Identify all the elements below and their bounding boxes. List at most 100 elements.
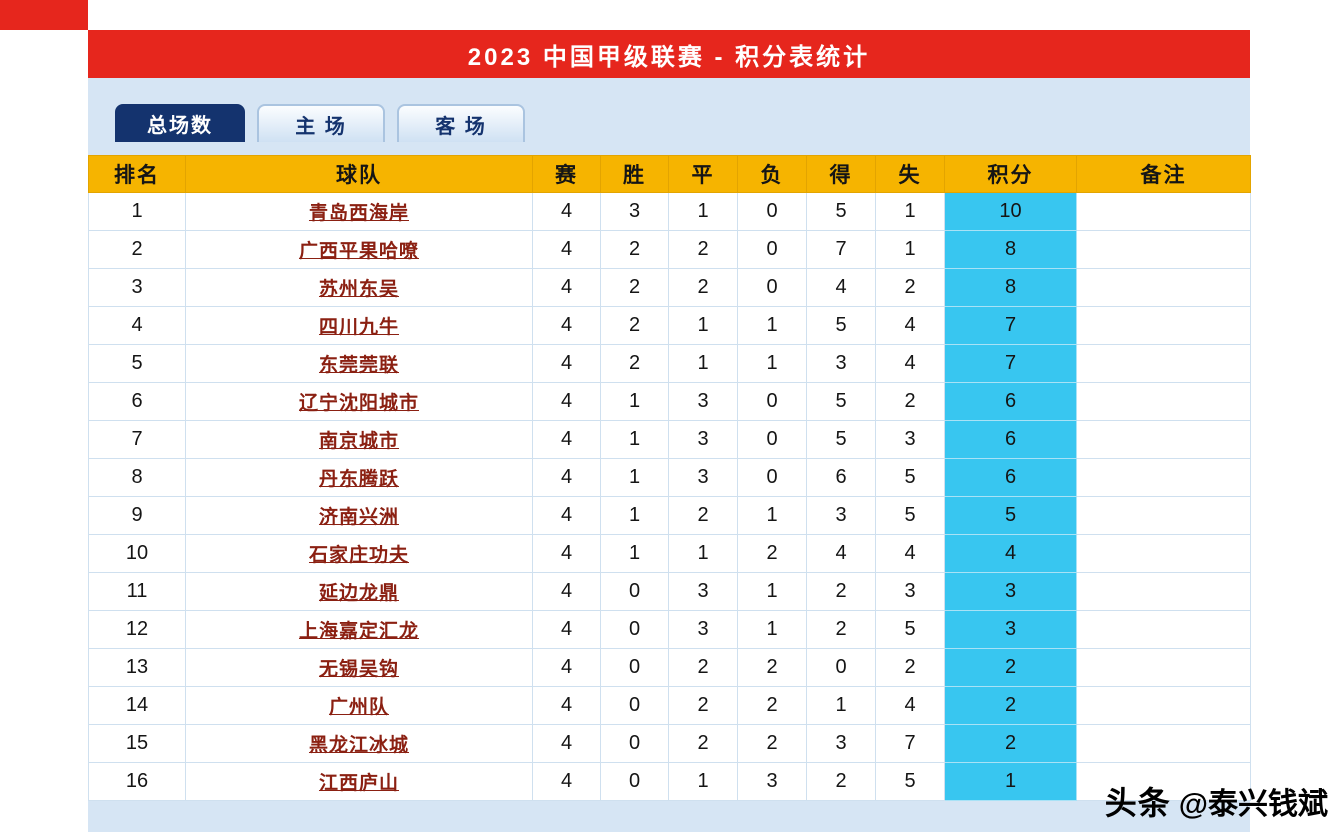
played-cell: 4	[532, 724, 601, 763]
table-row: 3 苏州东吴 4 2 2 0 4 2 8	[88, 268, 1251, 307]
tab-total[interactable]: 总场数	[115, 104, 245, 142]
points-cell: 2	[944, 686, 1077, 725]
team-link[interactable]: 青岛西海岸	[308, 203, 409, 224]
team-link[interactable]: 无锡吴钩	[318, 659, 399, 680]
rank-cell: 14	[88, 686, 186, 725]
team-link[interactable]: 辽宁沈阳城市	[298, 393, 419, 414]
team-link[interactable]: 东莞莞联	[318, 355, 399, 376]
loss-cell: 0	[737, 382, 807, 421]
team-link[interactable]: 上海嘉定汇龙	[298, 621, 419, 642]
win-cell: 0	[600, 724, 669, 763]
played-cell: 4	[532, 230, 601, 269]
draw-cell: 3	[668, 458, 738, 497]
note-cell	[1076, 344, 1251, 383]
table-row: 5 东莞莞联 4 2 1 1 3 4 7	[88, 344, 1251, 383]
note-cell	[1076, 420, 1251, 459]
played-cell: 4	[532, 268, 601, 307]
rank-cell: 13	[88, 648, 186, 687]
gf-cell: 5	[806, 420, 876, 459]
team-link[interactable]: 黑龙江冰城	[308, 735, 409, 756]
rank-cell: 9	[88, 496, 186, 535]
team-link[interactable]: 广州队	[328, 697, 389, 718]
played-cell: 4	[532, 344, 601, 383]
played-cell: 4	[532, 496, 601, 535]
ga-cell: 5	[875, 496, 945, 535]
draw-cell: 2	[668, 648, 738, 687]
win-cell: 0	[600, 762, 669, 801]
ga-cell: 2	[875, 268, 945, 307]
draw-cell: 3	[668, 572, 738, 611]
draw-cell: 2	[668, 496, 738, 535]
draw-cell: 3	[668, 610, 738, 649]
gf-cell: 4	[806, 534, 876, 573]
draw-cell: 1	[668, 192, 738, 231]
gf-cell: 2	[806, 572, 876, 611]
points-cell: 10	[944, 192, 1077, 231]
points-cell: 8	[944, 268, 1077, 307]
loss-cell: 2	[737, 686, 807, 725]
table-row: 6 辽宁沈阳城市 4 1 3 0 5 2 6	[88, 382, 1251, 421]
tab-away[interactable]: 客 场	[397, 104, 525, 142]
win-cell: 2	[600, 268, 669, 307]
win-cell: 1	[600, 382, 669, 421]
draw-cell: 1	[668, 534, 738, 573]
rank-cell: 8	[88, 458, 186, 497]
tab-home[interactable]: 主 场	[257, 104, 385, 142]
played-cell: 4	[532, 458, 601, 497]
team-link[interactable]: 苏州东吴	[318, 279, 399, 300]
note-cell	[1076, 572, 1251, 611]
rank-cell: 2	[88, 230, 186, 269]
rank-cell: 6	[88, 382, 186, 421]
loss-cell: 1	[737, 496, 807, 535]
gf-cell: 1	[806, 686, 876, 725]
win-cell: 0	[600, 648, 669, 687]
points-cell: 2	[944, 648, 1077, 687]
ga-cell: 5	[875, 458, 945, 497]
table-row: 2 广西平果哈嘹 4 2 2 0 7 1 8	[88, 230, 1251, 269]
team-link[interactable]: 延边龙鼎	[318, 583, 399, 604]
team-link[interactable]: 丹东腾跃	[318, 469, 399, 490]
win-cell: 1	[600, 458, 669, 497]
gf-cell: 5	[806, 192, 876, 231]
note-cell	[1076, 268, 1251, 307]
gf-cell: 5	[806, 306, 876, 345]
team-cell: 四川九牛	[185, 306, 533, 345]
team-link[interactable]: 广西平果哈嘹	[298, 241, 419, 262]
table-row: 8 丹东腾跃 4 1 3 0 6 5 6	[88, 458, 1251, 497]
note-cell	[1076, 534, 1251, 573]
gf-cell: 4	[806, 268, 876, 307]
ga-cell: 1	[875, 230, 945, 269]
column-header: 球队	[185, 155, 533, 193]
rank-cell: 10	[88, 534, 186, 573]
column-header: 备注	[1076, 155, 1251, 193]
gf-cell: 7	[806, 230, 876, 269]
win-cell: 1	[600, 496, 669, 535]
team-link[interactable]: 南京城市	[318, 431, 399, 452]
team-cell: 苏州东吴	[185, 268, 533, 307]
team-cell: 江西庐山	[185, 762, 533, 801]
column-header: 积分	[944, 155, 1077, 193]
loss-cell: 0	[737, 420, 807, 459]
title-bar: 2023 中国甲级联赛 - 积分表统计	[88, 30, 1250, 78]
note-cell	[1076, 496, 1251, 535]
table-row: 14 广州队 4 0 2 2 1 4 2	[88, 686, 1251, 725]
team-link[interactable]: 江西庐山	[318, 773, 399, 794]
gf-cell: 0	[806, 648, 876, 687]
watermark: 头条 @泰兴钱斌	[1105, 778, 1328, 824]
gf-cell: 3	[806, 344, 876, 383]
rank-cell: 1	[88, 192, 186, 231]
rank-cell: 4	[88, 306, 186, 345]
loss-cell: 0	[737, 458, 807, 497]
team-link[interactable]: 济南兴洲	[318, 507, 399, 528]
loss-cell: 2	[737, 724, 807, 763]
draw-cell: 1	[668, 306, 738, 345]
ga-cell: 2	[875, 382, 945, 421]
team-link[interactable]: 四川九牛	[318, 317, 399, 338]
table-row: 12 上海嘉定汇龙 4 0 3 1 2 5 3	[88, 610, 1251, 649]
column-header: 排名	[88, 155, 186, 193]
rank-cell: 3	[88, 268, 186, 307]
team-cell: 青岛西海岸	[185, 192, 533, 231]
table-row: 7 南京城市 4 1 3 0 5 3 6	[88, 420, 1251, 459]
table-row: 13 无锡吴钩 4 0 2 2 0 2 2	[88, 648, 1251, 687]
team-link[interactable]: 石家庄功夫	[308, 545, 409, 566]
